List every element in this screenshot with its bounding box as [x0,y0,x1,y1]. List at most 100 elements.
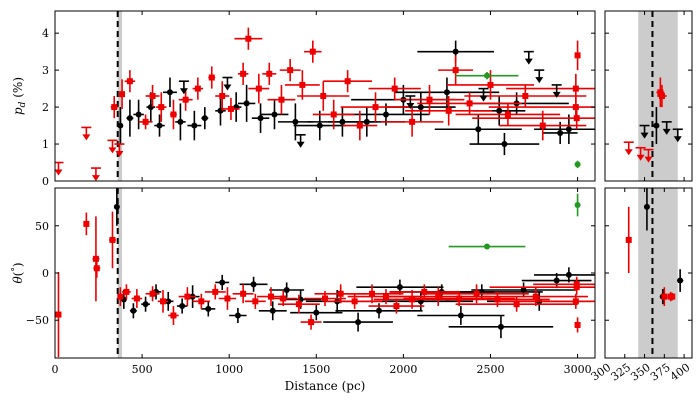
theta-black-point [355,319,362,326]
pd-red-point [426,96,433,103]
pd-red-point [466,100,473,107]
pd-black-point [496,107,503,114]
pd-red-point [149,93,156,99]
pd-red-point [344,78,351,85]
panel-pd-vs-distance: 0 1 2 3 4 [42,10,596,188]
theta-red-point [224,295,231,302]
pd-black-point [156,122,163,129]
pd-red-point [142,118,149,125]
pd-black-point [316,122,323,129]
theta-zoom-red-point [625,236,632,243]
theta-red-point [109,236,116,243]
x-tick-label: 0 [52,363,59,376]
pd-black-point [475,126,482,133]
theta-red-point [133,295,140,302]
theta-zoom-red-point [661,293,668,300]
pd-black-point [417,104,424,111]
pd-zoom-red-limit-arrow [636,154,645,161]
pd-black-point [243,100,250,107]
pd-red-upper-limit-arrow [82,134,91,141]
theta-black-point [283,287,290,293]
pd-red-point [309,48,316,55]
pd-red-point [372,104,379,111]
pd-zoom-axis-ticks [604,11,692,182]
theta-red-point [393,303,400,310]
theta-red-point [184,293,191,300]
pd-black-point [177,118,184,125]
theta-red-point [93,265,100,272]
theta-red-point [572,298,579,305]
pd-red-point [158,104,165,111]
theta-red-point [268,293,274,300]
theta-data-layer [55,188,595,358]
theta-red-point [473,290,480,297]
pd-black-point [201,115,208,122]
theta-red-point [409,296,416,303]
pd-green-point [484,72,490,79]
pd-zoom-data-layer [623,11,683,181]
theta-red-point [295,301,302,308]
distance-uncertainty-band [638,188,678,358]
pd-red-point [445,107,452,114]
theta-red-point [198,298,205,305]
pd-red-point [487,81,494,88]
x-tick-label: 2500 [476,363,504,376]
pd-red-point [219,93,226,99]
pd-red-point [356,122,363,129]
theta-red-point [252,298,259,305]
theta-black-point [205,305,212,312]
theta-red-point [573,281,580,288]
theta-red-point [532,293,539,300]
theta-black-point [457,312,464,319]
pd-red-point [170,111,177,118]
y-tick-label: 4 [42,27,49,40]
theta-red-point [421,288,428,295]
pd-red-point [330,111,337,118]
theta-black-point [565,271,572,278]
theta-black-point [179,303,186,310]
theta-black-point [497,323,504,330]
x-axis-label: Distance (pc) [285,379,366,393]
theta-red-point [435,293,442,300]
y-axis-label-pd: pd (%) [11,77,28,115]
theta-zoom-black-point [643,203,650,210]
pd-red-point [409,118,416,125]
theta-red-point [92,255,99,262]
pd-black-point [443,89,450,96]
theta-black-point [219,279,226,286]
x-tick-label: 1500 [302,363,330,376]
theta-red-point [456,295,463,302]
y-axis-label-theta: θ(°) [11,262,25,283]
pd-red-point [504,111,511,118]
theta-zoom-red-point [669,293,676,300]
pd-black-point [191,122,198,129]
theta-zoom-black-point [677,277,684,284]
pd-red-point [452,67,459,74]
theta-axis-ticks: 0 500 1000 1500 2000 2500 3000 −50 0 50 [26,188,595,376]
pd-red-point [572,104,579,111]
theta-green-point [574,202,581,208]
pd-red-point [522,93,529,99]
pd-black-upper-limit-arrow [479,95,488,102]
pd-zoom-red-limit-arrow [644,156,653,163]
y-tick-label: 0 [42,175,49,188]
pd-zoom-red-point [657,89,664,96]
theta-black-point [130,307,137,314]
theta-red-point [160,298,166,305]
theta-zoom-data-layer [625,188,684,358]
y-tick-label: 0 [42,267,49,280]
x-tick-label: 500 [132,363,153,376]
pd-black-upper-limit-arrow [406,103,415,109]
pd-red-point [299,81,306,88]
pd-data-layer [55,11,595,181]
theta-red-point [240,290,247,297]
theta-red-point [117,293,124,300]
theta-red-point [369,290,376,297]
theta-black-point [269,307,276,314]
y-tick-label: 50 [35,220,49,233]
x-tick-label: 2000 [389,363,417,376]
pd-black-upper-limit-arrow [179,88,188,95]
pd-black-point [257,115,264,122]
theta-red-point [574,321,581,328]
pd-red-point [573,115,580,122]
